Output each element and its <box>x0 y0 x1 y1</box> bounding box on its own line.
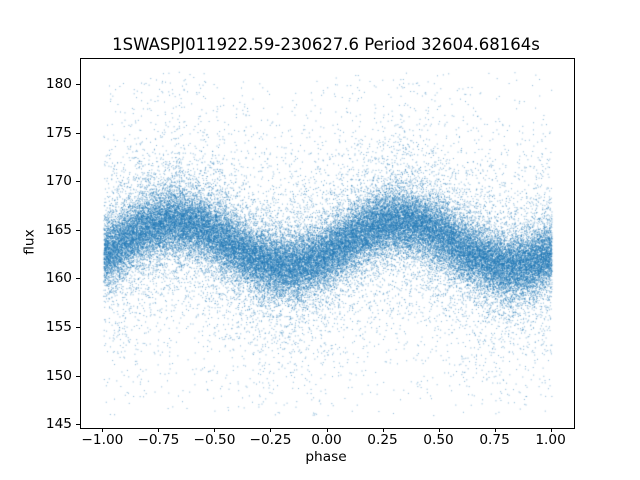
x-tick-label: −1.00 <box>81 432 124 448</box>
y-tick <box>76 424 80 426</box>
y-tick-label: 165 <box>45 221 72 238</box>
plot-area <box>80 58 575 429</box>
x-axis-label: phase <box>305 449 347 465</box>
y-tick-label: 155 <box>45 318 72 335</box>
x-tick-label: 0.25 <box>367 432 398 448</box>
y-tick <box>76 181 80 183</box>
y-tick-label: 180 <box>45 76 72 93</box>
y-tick-label: 175 <box>45 124 72 141</box>
x-tick-label: 1.00 <box>535 432 566 448</box>
y-tick-label: 150 <box>45 367 72 384</box>
y-tick-label: 145 <box>45 416 72 433</box>
chart-title: 1SWASPJ011922.59-230627.6 Period 32604.6… <box>112 35 540 54</box>
x-tick <box>214 428 216 432</box>
y-tick <box>76 229 80 231</box>
y-tick <box>76 326 80 328</box>
y-tick-label: 170 <box>45 173 72 190</box>
x-tick-label: 0.00 <box>311 432 342 448</box>
x-tick <box>102 428 104 432</box>
y-tick <box>76 375 80 377</box>
x-tick-label: 0.75 <box>479 432 510 448</box>
y-tick <box>76 84 80 86</box>
x-tick <box>326 428 328 432</box>
x-tick <box>494 428 496 432</box>
x-tick-label: −0.50 <box>193 432 236 448</box>
x-tick-label: −0.25 <box>249 432 292 448</box>
scatter-points-canvas <box>81 59 574 428</box>
y-axis-label: flux <box>21 229 38 255</box>
x-tick <box>382 428 384 432</box>
x-tick <box>438 428 440 432</box>
x-tick-label: −0.75 <box>137 432 180 448</box>
x-tick <box>270 428 272 432</box>
x-tick-label: 0.50 <box>423 432 454 448</box>
y-tick <box>76 278 80 280</box>
x-tick <box>158 428 160 432</box>
y-tick-label: 160 <box>45 270 72 287</box>
y-tick <box>76 132 80 134</box>
x-tick <box>550 428 552 432</box>
